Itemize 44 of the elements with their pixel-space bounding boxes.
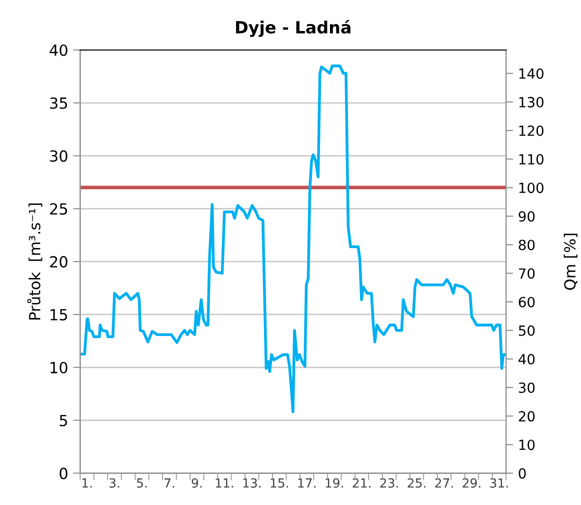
x-tick-label: 31. (490, 478, 508, 488)
y2-tick-label: 60 (518, 296, 535, 308)
x-tick-label: 5. (137, 478, 147, 488)
y-tick-label: 25 (50, 203, 68, 215)
x-tick-label: 19. (326, 478, 343, 488)
y2-tick-label: 80 (518, 240, 535, 250)
y-tick-label: 5 (60, 414, 68, 426)
x-tick-label: 17. (298, 478, 316, 488)
y2-tick-label: 140 (519, 68, 544, 79)
x-tick-label: 21. (352, 478, 370, 488)
x-tick-label: 13. (243, 478, 260, 488)
y2-tick-label: 100 (519, 182, 544, 194)
y2-tick-label: 90 (518, 211, 535, 222)
y-tick-label: 10 (50, 362, 68, 374)
x-tick-label: 25. (408, 478, 426, 488)
y2-axis-title: Qm [%] (564, 234, 578, 290)
x-tick-label: 27. (435, 478, 453, 488)
y-tick-label: 40 (50, 44, 68, 56)
y2-tick-label: 120 (519, 125, 544, 136)
y-tick-label: 35 (50, 97, 68, 109)
y2-tick-label: 20 (518, 411, 535, 422)
x-tick-label: 9. (192, 478, 202, 488)
y2-tick-label: 130 (519, 96, 544, 108)
y2-tick-label: 70 (518, 268, 535, 279)
y2-tick-label: 30 (518, 382, 535, 393)
y-tick-label: 15 (50, 309, 68, 321)
y2-tick-label: 10 (519, 440, 535, 450)
chart-title: Dyje - Ladná (236, 20, 350, 37)
x-tick-label: 23. (380, 478, 398, 488)
y2-tick-label: 0 (518, 468, 526, 479)
y2-tick-label: 40 (518, 354, 535, 364)
x-tick-label: 1. (82, 478, 92, 488)
y-tick-label: 0 (60, 468, 68, 480)
y-axis-title: Průtok [m³.s⁻¹] (27, 204, 42, 320)
y2-tick-label: 50 (518, 325, 535, 336)
x-tick-label: 11. (216, 478, 234, 488)
y-tick-label: 20 (50, 256, 68, 268)
x-tick-label: 29. (462, 478, 480, 488)
x-tick-label: 3. (110, 478, 120, 488)
x-tick-label: 15. (270, 478, 288, 488)
line-series (80, 64, 506, 414)
y2-tick-label: 110 (519, 154, 544, 165)
x-tick-label: 7. (164, 478, 174, 488)
y-tick-label: 30 (50, 150, 68, 162)
